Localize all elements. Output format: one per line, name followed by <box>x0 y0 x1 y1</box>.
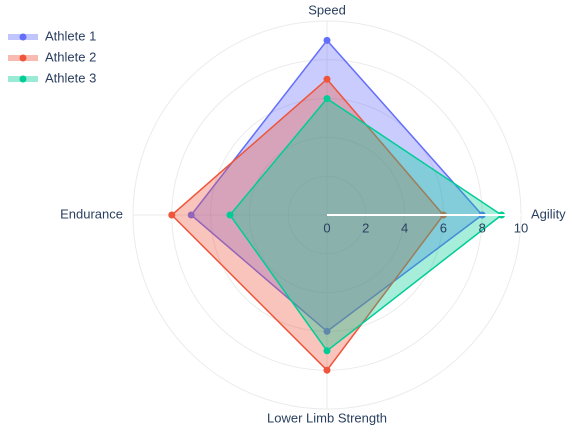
legend-marker <box>19 54 27 62</box>
marker <box>323 36 331 44</box>
legend-label: Athlete 1 <box>45 28 96 43</box>
legend-marker <box>19 33 27 41</box>
marker <box>187 211 195 219</box>
r-tick-label: 0 <box>323 220 330 235</box>
marker <box>323 75 331 83</box>
r-tick-label: 6 <box>440 220 447 235</box>
category-label: Speed <box>308 2 346 17</box>
r-tick-label: 10 <box>514 220 528 235</box>
marker <box>323 327 331 335</box>
legend-label: Athlete 3 <box>45 70 96 85</box>
category-label: Agility <box>531 206 566 221</box>
legend-label: Athlete 2 <box>45 49 96 64</box>
marker <box>323 95 331 103</box>
marker <box>323 366 331 374</box>
r-tick-label: 4 <box>401 220 408 235</box>
marker <box>168 211 176 219</box>
r-tick-label: 2 <box>362 220 369 235</box>
marker <box>226 211 234 219</box>
category-label: Endurance <box>60 206 123 221</box>
legend-marker <box>19 75 27 83</box>
category-label: Lower Limb Strength <box>267 410 387 425</box>
r-tick-label: 8 <box>479 220 486 235</box>
marker <box>323 347 331 355</box>
